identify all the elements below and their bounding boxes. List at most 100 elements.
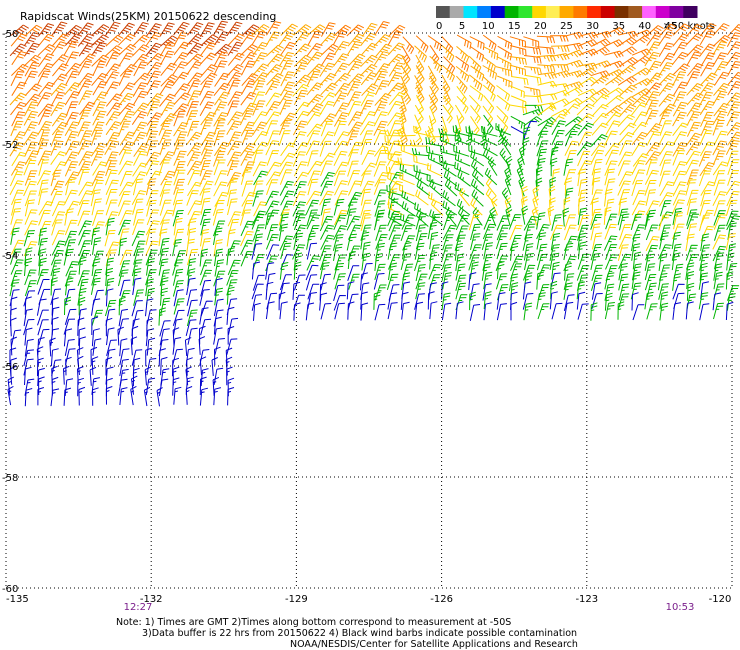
- wind-barb: [578, 178, 588, 196]
- wind-barb: [646, 303, 658, 320]
- wind-barb: [266, 272, 276, 291]
- wind-barb: [24, 170, 38, 186]
- wind-barb: [78, 386, 86, 406]
- wind-barb: [414, 301, 424, 320]
- wind-barb: [319, 113, 337, 127]
- wind-barb: [132, 277, 142, 296]
- wind-barb: [11, 151, 27, 167]
- wind-barb: [279, 301, 288, 320]
- wind-barb: [713, 302, 724, 320]
- wind-barb: [51, 316, 59, 336]
- wind-barb: [644, 263, 656, 281]
- wind-barb: [617, 301, 625, 320]
- wind-barb: [388, 62, 404, 77]
- wind-barb: [482, 132, 498, 147]
- wind-barb: [549, 252, 560, 270]
- wind-barb: [604, 292, 613, 311]
- wind-barb: [146, 70, 161, 86]
- wind-barb: [686, 102, 702, 117]
- wind-barb: [307, 24, 326, 36]
- wind-barb: [700, 181, 716, 196]
- wind-barb: [373, 111, 388, 127]
- wind-barb: [266, 53, 284, 67]
- wind-barb: [347, 160, 359, 177]
- wind-barb: [200, 34, 219, 47]
- wind-barb: [105, 199, 118, 216]
- wind-barb: [173, 161, 186, 177]
- wind-barb: [605, 75, 624, 86]
- wind-barb: [387, 42, 405, 56]
- wind-barb: [470, 150, 485, 167]
- wind-barb: [360, 291, 368, 310]
- wind-barb: [78, 256, 87, 275]
- wind-barb: [455, 66, 470, 83]
- wind-barb: [305, 274, 318, 291]
- wind-barb: [38, 109, 52, 126]
- wind-barb: [346, 208, 357, 226]
- wind-barb: [631, 200, 646, 216]
- wind-barb: [199, 376, 207, 396]
- wind-barb: [671, 199, 685, 215]
- wind-barb: [119, 348, 130, 366]
- wind-barb: [50, 190, 63, 207]
- wind-barb: [10, 101, 27, 116]
- wind-barb: [293, 62, 309, 77]
- wind-barb: [725, 271, 734, 290]
- wind-barb: [173, 178, 185, 195]
- wind-barb: [523, 36, 540, 48]
- wind-barb: [361, 162, 377, 177]
- wind-barb: [591, 103, 609, 117]
- wind-barb: [10, 33, 28, 47]
- wind-barb: [132, 178, 144, 196]
- wind-barb: [226, 72, 243, 87]
- lat-label: -52: [2, 140, 18, 151]
- wind-barb: [132, 34, 150, 47]
- wind-barb: [470, 233, 481, 251]
- wind-barb: [146, 358, 157, 376]
- wind-barb: [386, 273, 399, 290]
- wind-barb: [537, 284, 550, 301]
- wind-barb: [251, 261, 261, 280]
- wind-barb: [457, 207, 470, 225]
- wind-barb: [360, 282, 370, 300]
- wind-barb: [523, 116, 542, 127]
- wind-barb: [200, 279, 212, 297]
- wind-barb: [510, 263, 523, 280]
- wind-barb: [415, 273, 428, 290]
- wind-barb: [536, 158, 546, 176]
- wind-barb: [23, 42, 40, 57]
- wind-barb: [631, 292, 639, 311]
- wind-barb: [644, 291, 654, 310]
- wind-barb: [92, 91, 108, 106]
- wind-barb: [292, 83, 310, 97]
- wind-barb: [658, 214, 670, 231]
- wind-barb: [319, 131, 335, 146]
- wind-barb: [605, 111, 622, 126]
- wind-barb: [549, 244, 560, 262]
- wind-barb: [212, 376, 220, 396]
- wind-barb: [145, 298, 154, 317]
- wind-barb: [145, 278, 154, 297]
- wind-barb: [659, 151, 673, 167]
- wind-barb: [631, 243, 641, 261]
- wind-barb: [522, 109, 543, 116]
- wind-barb: [333, 295, 346, 311]
- wind-barb: [537, 116, 557, 127]
- wind-barb: [632, 169, 646, 185]
- wind-barb: [38, 179, 49, 197]
- wind-barb: [265, 64, 283, 77]
- wind-barb: [265, 171, 282, 186]
- wind-barb: [414, 242, 425, 260]
- wind-barb: [334, 180, 348, 196]
- wind-barb: [497, 35, 513, 50]
- wind-barb: [64, 131, 79, 147]
- wind-barb: [305, 140, 320, 156]
- wind-barb: [429, 45, 440, 64]
- wind-barb: [564, 214, 576, 231]
- wind-barb: [7, 376, 15, 396]
- wind-barb: [63, 151, 79, 167]
- wind-barb: [159, 219, 170, 236]
- wind-barb: [415, 54, 425, 74]
- wind-barb: [455, 274, 467, 292]
- wind-barb: [645, 142, 662, 156]
